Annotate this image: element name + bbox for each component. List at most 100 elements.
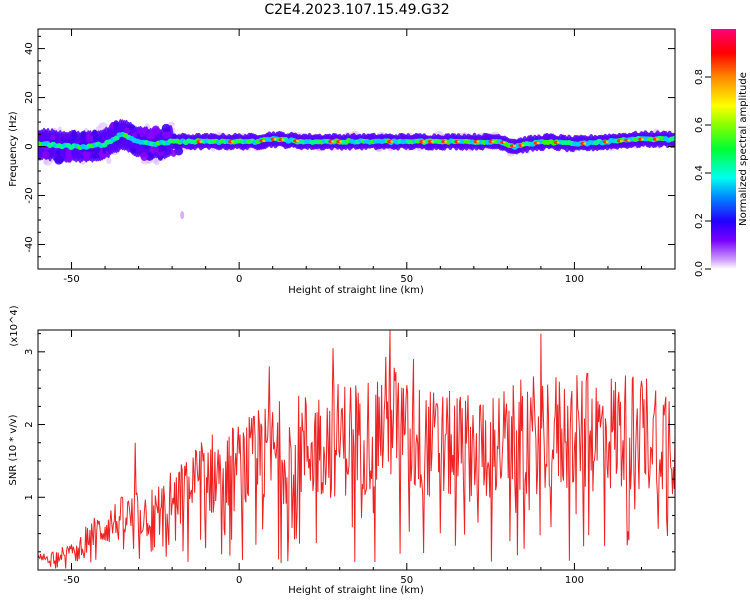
spectrogram-core: [671, 135, 675, 141]
spectrogram-scatter: [71, 129, 77, 140]
spectrogram-scatter: [94, 149, 100, 155]
spectrogram-peak: [476, 140, 480, 143]
spectrogram-scatter: [85, 132, 92, 143]
spectrogram-scatter: [56, 150, 61, 156]
spectrogram-ytick-label: -40: [24, 236, 35, 252]
snr-ytick-label: 3: [24, 349, 35, 355]
spectrogram-scatter: [123, 127, 131, 135]
spectrogram-scatter: [151, 125, 161, 136]
spectrogram-peak: [199, 140, 203, 143]
spectrogram-scatter: [60, 135, 67, 143]
spectrogram-peak: [605, 140, 609, 144]
spectrogram-haze: [151, 157, 158, 164]
spectrogram-scatter: [132, 132, 138, 138]
spectrogram-xtick-label: -50: [63, 274, 79, 285]
spectrogram-scatter: [149, 145, 160, 154]
spectrogram-scatter: [92, 134, 102, 143]
spectrogram-peak: [583, 142, 587, 145]
spectrogram-scatter: [126, 124, 136, 129]
spectrogram-ylabel: Frequency (Hz): [8, 111, 19, 187]
spectrogram-scatter: [50, 134, 56, 141]
spectrogram-scatter: [82, 150, 91, 158]
spectrogram-scatter: [83, 155, 91, 162]
spectrogram-peak: [640, 138, 644, 141]
colorbar-tick-label: 0.6: [694, 117, 705, 133]
spectrogram-haze: [106, 156, 112, 165]
spectrogram-peak: [273, 138, 277, 141]
spectrogram-scatter: [98, 150, 109, 158]
spectrogram-xtick-label: 50: [400, 274, 413, 285]
spectrogram-ytick-label: 20: [24, 91, 35, 104]
spectrogram-peak: [512, 144, 516, 148]
spectrogram-xtick-label: 0: [236, 274, 242, 285]
spectrogram-ytick-label: 0: [24, 143, 35, 149]
chart-title: C2E4.2023.107.15.49.G32: [264, 2, 450, 18]
spectrogram-heatmap: [38, 118, 675, 220]
spectrogram-scatter: [143, 127, 148, 135]
snr-series-line: [38, 330, 675, 569]
spectrogram-scatter: [113, 120, 119, 130]
spectrogram-scatter: [147, 129, 153, 138]
spectrogram-scatter: [140, 152, 149, 161]
spectrogram-peak: [619, 139, 623, 143]
colorbar: 0.0 0.2 0.4 0.6 0.8 Normalized spectral ampl…: [694, 29, 749, 277]
spectrogram-scatter: [66, 152, 73, 163]
snr-scale-note: (x10^4): [9, 305, 20, 346]
snr-ticks: -50 0 50 100 1 2 3: [24, 330, 676, 586]
colorbar-tick-label: 0.0: [694, 261, 705, 277]
spectrogram-peak: [536, 141, 540, 145]
snr-xlabel: Height of straight line (km): [288, 585, 424, 596]
spectrogram-panel: -50 0 50 100 -40 -20 0 20 40 Height of straight …: [8, 28, 676, 296]
colorbar-tick-label: 0.2: [694, 213, 705, 229]
spectrogram-peak: [655, 138, 659, 141]
spectrogram-xtick-label: 100: [565, 274, 584, 285]
spectrogram-haze: [57, 126, 63, 132]
spectrogram-scatter: [130, 147, 137, 154]
colorbar-ticks: 0.0 0.2 0.4 0.6 0.8: [694, 69, 711, 277]
spectrogram-ytick-label: -20: [24, 187, 35, 203]
spectrogram-peak: [296, 139, 300, 143]
colorbar-tick-label: 0.4: [694, 165, 705, 181]
spectrogram-peak: [281, 138, 285, 142]
snr-panel: -50 0 50 100 1 2 3 Height of straight line (km…: [8, 305, 676, 596]
spectrogram-scatter: [162, 129, 171, 139]
snr-ylabel: SNR (10 * v/v): [8, 414, 19, 485]
spectrogram-ytick-label: 40: [24, 42, 35, 55]
spectrogram-peak: [230, 140, 234, 143]
spectrogram-peak: [556, 141, 560, 144]
colorbar-gradient: [711, 29, 736, 269]
snr-ytick-label: 1: [24, 494, 35, 500]
spectrogram-peak: [430, 140, 434, 143]
spectrogram-peak: [339, 140, 343, 143]
spectrogram-peak: [331, 140, 335, 143]
spectrogram-peak: [390, 140, 394, 143]
spectrogram-peak: [521, 144, 525, 147]
spectrogram-peak: [444, 140, 448, 143]
snr-xtick-label: 0: [236, 575, 242, 586]
spectrogram-haze: [98, 122, 108, 129]
spectrogram-peak: [627, 139, 631, 142]
spectrogram-peak: [262, 139, 266, 143]
spectrogram-scatter: [172, 133, 177, 139]
spectrogram-ticks: -50 0 50 100 -40 -20 0 20 40: [24, 29, 676, 285]
spectrogram-peak: [491, 140, 495, 143]
snr-xtick-label: 50: [400, 575, 413, 586]
spectrogram-scatter: [161, 123, 171, 133]
snr-ytick-label: 2: [24, 421, 35, 427]
spectrogram-peak: [502, 141, 506, 144]
snr-xtick-label: 100: [565, 575, 584, 586]
spectrogram-scatter: [42, 150, 50, 160]
colorbar-tick-label: 0.8: [694, 69, 705, 85]
spectrogram-scatter: [174, 147, 184, 156]
spectrogram-scatter: [91, 153, 100, 159]
spectrogram-xlabel: Height of straight line (km): [288, 285, 424, 296]
snr-frame: [37, 329, 676, 571]
colorbar-label: Normalized spectral amplitude: [738, 72, 749, 226]
snr-plot-area: [38, 330, 675, 569]
spectrogram-frame: [37, 28, 676, 270]
spectrogram-scatter: [54, 155, 64, 165]
spectrogram-scatter: [180, 211, 185, 220]
snr-xtick-label: -50: [63, 575, 79, 586]
spectrogram-scatter: [170, 149, 177, 157]
